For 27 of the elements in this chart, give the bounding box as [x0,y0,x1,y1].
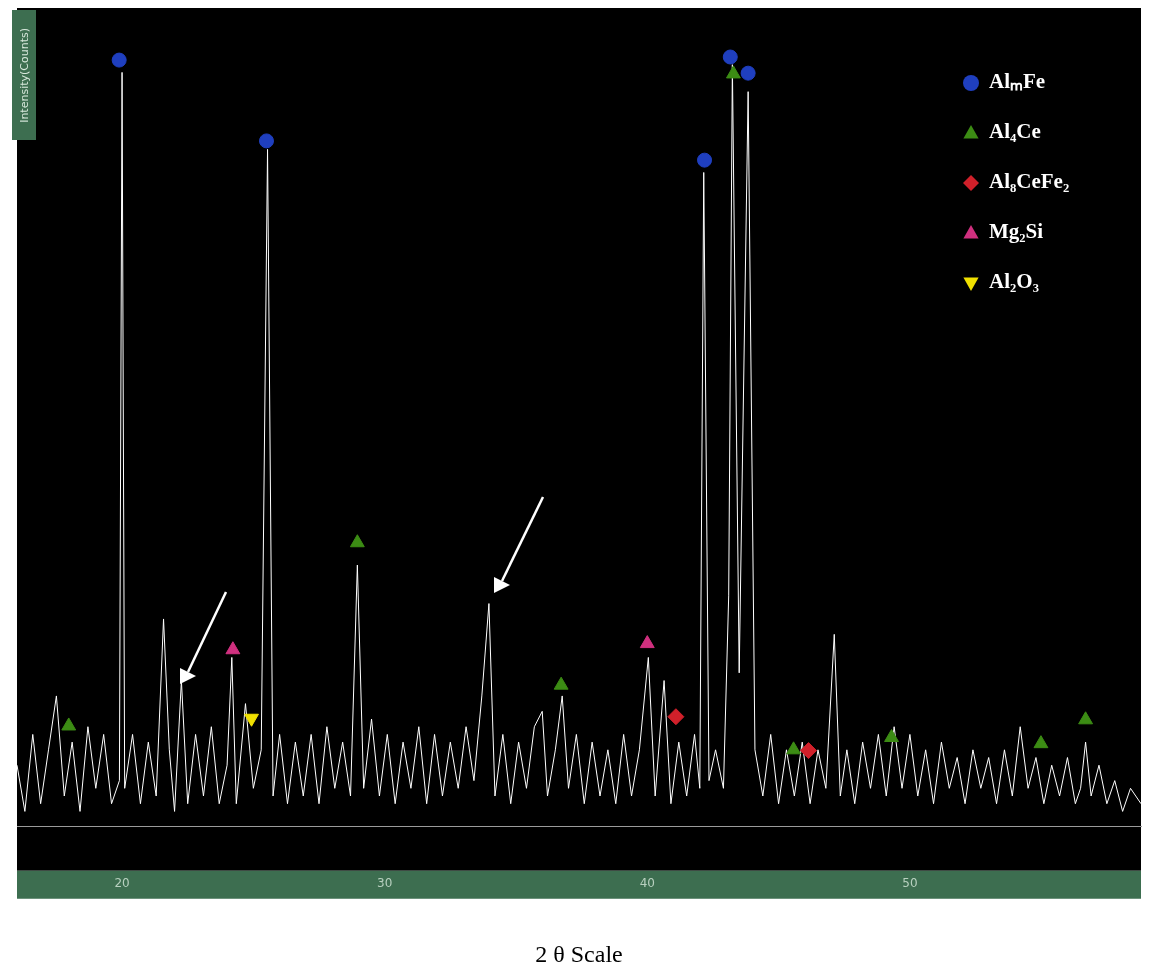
point [1033,735,1049,749]
point [61,717,77,731]
point [884,729,899,742]
point [258,133,274,149]
point [722,49,738,65]
x-tick-label: 40 [639,876,655,891]
title-tab: Intensity(Counts) [12,10,36,140]
legend-label: Mg₂Si [989,219,1044,244]
point [1078,711,1094,725]
point [786,741,801,755]
point [349,534,365,548]
point [725,65,741,79]
y-axis-title: Intensity(Counts) [17,27,31,123]
point [111,52,127,68]
legend-label: Al₄Ce [989,119,1041,144]
point [639,635,655,649]
point [740,65,756,81]
point [553,676,569,690]
legend-label: Al₈CeFe₂ [989,169,1070,194]
legend-label: Al₂O₃ [989,269,1039,294]
x-axis-title: 2 θ Scale [535,940,623,967]
legend-label: AlₘFe [989,69,1046,94]
x-tick-label: 30 [377,876,393,891]
x-tick-label: 50 [902,876,918,891]
x-tick-label: 20 [114,876,130,891]
point [225,641,241,655]
point [697,152,713,168]
